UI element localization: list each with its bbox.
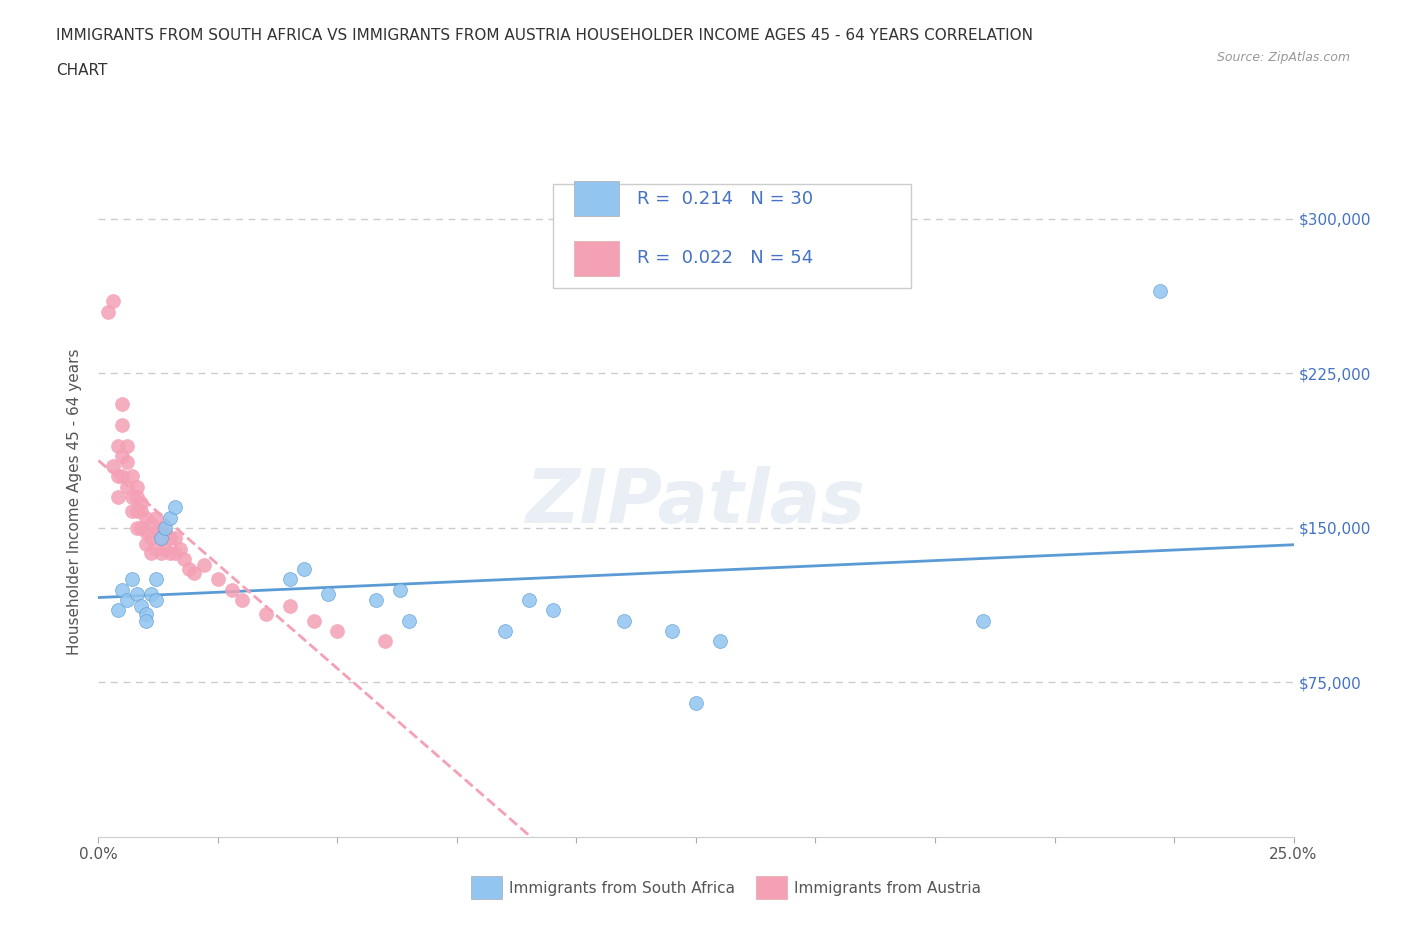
Bar — [574, 241, 620, 276]
Point — [145, 511, 167, 525]
Text: CHART: CHART — [56, 63, 108, 78]
Point — [163, 500, 186, 515]
Point — [115, 438, 138, 453]
Point — [316, 587, 339, 602]
Point — [302, 613, 325, 628]
Point — [183, 565, 205, 580]
Point — [107, 489, 129, 504]
Point — [135, 607, 157, 622]
Point — [254, 607, 277, 622]
Point — [131, 599, 153, 614]
Point — [131, 496, 153, 511]
Point — [139, 587, 162, 602]
Point — [107, 603, 129, 618]
Point — [163, 531, 186, 546]
Point — [155, 525, 177, 539]
Point — [231, 592, 253, 607]
Point — [121, 469, 143, 484]
Point — [661, 623, 683, 638]
Point — [149, 531, 172, 546]
Point — [541, 603, 564, 618]
Point — [135, 613, 157, 628]
Point — [101, 458, 124, 473]
Point — [207, 572, 229, 587]
Point — [388, 582, 411, 597]
Point — [125, 521, 148, 536]
Point — [709, 634, 731, 649]
Point — [125, 587, 148, 602]
Text: Source: ZipAtlas.com: Source: ZipAtlas.com — [1216, 51, 1350, 64]
Point — [125, 479, 148, 494]
Point — [131, 504, 153, 519]
Point — [121, 572, 143, 587]
Point — [111, 418, 134, 432]
Point — [139, 531, 162, 546]
Point — [145, 572, 167, 587]
Point — [1149, 284, 1171, 299]
Point — [139, 545, 162, 560]
Point — [111, 397, 134, 412]
Point — [149, 521, 172, 536]
Point — [155, 521, 177, 536]
Text: R =  0.214   N = 30: R = 0.214 N = 30 — [637, 190, 814, 208]
Point — [121, 504, 143, 519]
Point — [155, 541, 177, 556]
Point — [149, 531, 172, 546]
Point — [364, 592, 387, 607]
Point — [145, 541, 167, 556]
FancyBboxPatch shape — [553, 184, 911, 288]
Point — [101, 294, 124, 309]
Point — [115, 592, 138, 607]
Point — [125, 489, 148, 504]
Point — [972, 613, 994, 628]
Point — [159, 511, 181, 525]
Point — [111, 469, 134, 484]
Point — [292, 562, 315, 577]
Text: IMMIGRANTS FROM SOUTH AFRICA VS IMMIGRANTS FROM AUSTRIA HOUSEHOLDER INCOME AGES : IMMIGRANTS FROM SOUTH AFRICA VS IMMIGRAN… — [56, 28, 1033, 43]
Point — [121, 489, 143, 504]
Point — [107, 438, 129, 453]
Point — [111, 448, 134, 463]
Point — [135, 537, 157, 551]
Point — [494, 623, 516, 638]
Point — [613, 613, 636, 628]
Point — [374, 634, 396, 649]
Text: Immigrants from Austria: Immigrants from Austria — [794, 881, 981, 896]
Point — [145, 525, 167, 539]
Point — [139, 516, 162, 531]
Point — [179, 562, 201, 577]
Point — [135, 511, 157, 525]
Point — [149, 545, 172, 560]
Point — [278, 572, 301, 587]
Point — [221, 582, 243, 597]
Point — [169, 541, 191, 556]
Point — [115, 455, 138, 470]
Point — [107, 469, 129, 484]
Point — [131, 521, 153, 536]
Point — [111, 582, 134, 597]
Point — [278, 599, 301, 614]
Point — [135, 525, 157, 539]
Point — [326, 623, 349, 638]
Point — [159, 531, 181, 546]
Point — [115, 479, 138, 494]
Point — [193, 558, 215, 573]
Point — [398, 613, 420, 628]
Bar — [574, 181, 620, 217]
Point — [173, 551, 195, 566]
Point — [125, 504, 148, 519]
Point — [145, 592, 167, 607]
Point — [517, 592, 540, 607]
Point — [163, 545, 186, 560]
Text: ZIPatlas: ZIPatlas — [526, 466, 866, 538]
Point — [159, 545, 181, 560]
Point — [685, 696, 707, 711]
Y-axis label: Householder Income Ages 45 - 64 years: Householder Income Ages 45 - 64 years — [67, 349, 83, 656]
Text: R =  0.022   N = 54: R = 0.022 N = 54 — [637, 249, 814, 268]
Point — [97, 304, 120, 319]
Text: Immigrants from South Africa: Immigrants from South Africa — [509, 881, 735, 896]
